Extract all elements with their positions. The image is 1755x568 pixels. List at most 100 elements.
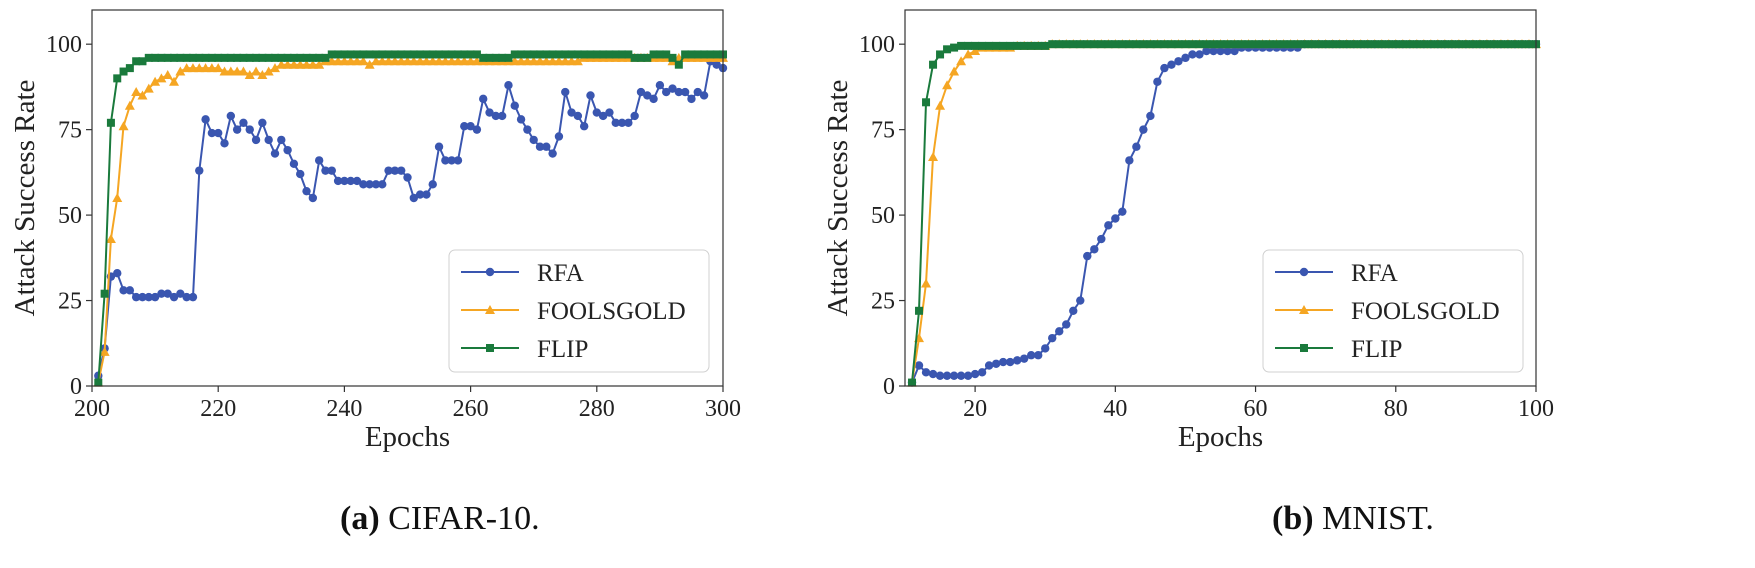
data-point xyxy=(1090,40,1099,49)
data-point xyxy=(928,369,938,379)
data-point xyxy=(182,53,191,62)
data-point xyxy=(1146,40,1155,49)
data-point xyxy=(244,69,255,79)
data-point xyxy=(427,56,438,66)
y-axis-label: Attack Success Rate xyxy=(9,80,41,317)
data-point xyxy=(359,50,368,59)
x-tick-label: 280 xyxy=(579,396,615,422)
data-point xyxy=(1020,41,1029,50)
data-point xyxy=(1111,214,1120,223)
data-point xyxy=(232,125,242,134)
data-point xyxy=(687,94,696,104)
data-point xyxy=(1118,207,1127,216)
data-point xyxy=(935,100,946,110)
data-point xyxy=(1160,40,1169,49)
data-point xyxy=(383,56,394,66)
data-point xyxy=(553,56,564,66)
data-point xyxy=(447,50,456,59)
data-point xyxy=(1265,40,1274,49)
data-point xyxy=(1496,40,1505,49)
data-point xyxy=(220,139,229,148)
data-point xyxy=(586,50,595,59)
data-point xyxy=(201,115,210,124)
data-point xyxy=(345,56,356,66)
data-point xyxy=(548,149,557,158)
data-point xyxy=(573,111,583,121)
data-point xyxy=(535,142,545,151)
data-point xyxy=(1230,40,1239,49)
data-point xyxy=(1139,125,1148,134)
data-point xyxy=(1321,40,1330,49)
legend: RFA FOOLSGOLD FLIP xyxy=(448,249,710,373)
data-point xyxy=(566,56,577,66)
data-point xyxy=(132,57,141,66)
data-point xyxy=(1489,40,1498,49)
data-point xyxy=(384,50,393,59)
data-point xyxy=(1230,46,1239,56)
data-point xyxy=(1111,40,1120,49)
data-point xyxy=(163,53,172,62)
legend: RFA FOOLSGOLD FLIP xyxy=(1262,249,1524,373)
data-point xyxy=(378,50,387,59)
data-point xyxy=(296,53,305,62)
legend-label: FOOLSGOLD xyxy=(1351,298,1500,325)
legend-entry-foolsgold: FOOLSGOLD xyxy=(461,298,686,325)
data-point xyxy=(1104,40,1113,49)
data-point xyxy=(1146,111,1155,121)
data-point xyxy=(1069,306,1078,315)
data-point xyxy=(1097,234,1106,244)
data-point xyxy=(195,53,204,62)
data-point xyxy=(238,66,249,76)
data-point xyxy=(915,306,924,315)
data-point xyxy=(453,156,463,165)
data-point xyxy=(1125,40,1134,49)
data-point xyxy=(970,369,980,379)
data-point xyxy=(999,41,1008,50)
data-point xyxy=(528,56,539,66)
data-point xyxy=(516,115,526,124)
data-point xyxy=(529,135,538,145)
data-point xyxy=(479,53,488,62)
data-point xyxy=(699,91,709,100)
data-point xyxy=(929,60,938,69)
data-point xyxy=(963,371,973,380)
data-point xyxy=(460,50,469,59)
data-point xyxy=(156,73,167,83)
data-point xyxy=(914,361,924,370)
data-point xyxy=(232,66,243,76)
data-point xyxy=(541,56,552,66)
data-point xyxy=(277,135,286,145)
data-point xyxy=(389,56,400,66)
data-point xyxy=(446,56,457,66)
data-point xyxy=(681,50,690,59)
legend-label: FLIP xyxy=(1351,336,1402,363)
data-point xyxy=(264,135,273,145)
data-point xyxy=(334,50,343,59)
x-tick-label: 200 xyxy=(74,396,110,422)
data-point xyxy=(251,66,262,76)
data-point xyxy=(949,66,960,76)
data-point xyxy=(137,90,148,100)
data-point xyxy=(1314,40,1323,49)
data-point xyxy=(282,59,293,69)
x-axis-label: Epochs xyxy=(365,421,450,453)
y-tick-label: 25 xyxy=(58,289,82,315)
data-point xyxy=(390,50,399,59)
data-point xyxy=(529,50,538,59)
data-point xyxy=(124,100,135,110)
y-tick-label: 0 xyxy=(70,374,82,400)
legend-entry-flip: FLIP xyxy=(1275,336,1402,363)
data-point xyxy=(239,118,248,128)
data-point xyxy=(138,292,147,302)
data-point xyxy=(1104,221,1113,230)
data-point xyxy=(225,66,236,76)
data-point xyxy=(504,53,513,62)
data-point xyxy=(970,46,981,56)
data-point xyxy=(1041,344,1050,353)
data-point xyxy=(269,63,280,73)
data-point xyxy=(1005,357,1015,367)
data-point xyxy=(1034,41,1043,50)
data-point xyxy=(353,50,362,59)
data-point xyxy=(592,50,601,59)
data-point xyxy=(169,76,180,86)
